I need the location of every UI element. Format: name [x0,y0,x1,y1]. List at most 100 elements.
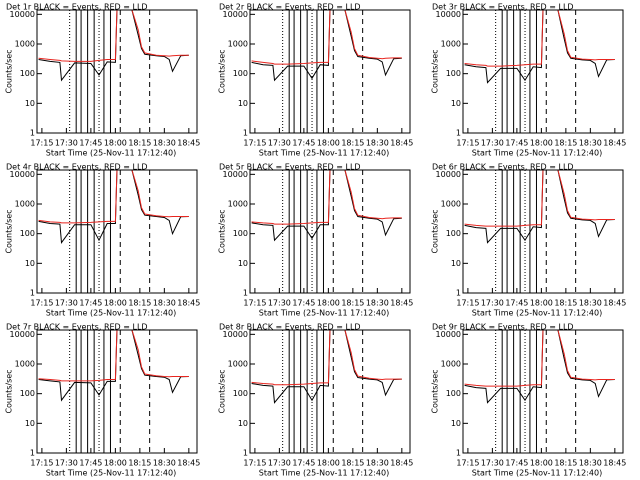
x-tick-label: 17:15 [243,459,266,468]
x-tick-label: 17:45 [505,459,528,468]
chart-title: Det 9r BLACK = Events, RED = LLD [432,323,574,332]
y-tick-label: 1 [456,289,461,298]
y-tick-label: 100 [233,389,248,398]
series-line [38,10,189,82]
y-tick-label: 10 [451,419,461,428]
plot-frame [249,329,411,454]
series-line [464,330,615,387]
y-axis-label: Counts/sec [218,369,227,413]
plot-area [251,10,402,133]
chart-title: Det 3r BLACK = Events, RED = LLD [432,3,574,12]
y-tick-label: 1 [30,289,35,298]
x-tick-label: 17:45 [505,299,528,308]
panel: 1 10 100 1000 10000 17:15 17:30 17:45 18:00 18:15… [5,163,201,318]
chart-title: Det 7r BLACK = Events, RED = LLD [6,323,148,332]
x-tick-label: 17:30 [268,139,291,148]
plot-area [464,10,615,133]
chart-title: Det 4r BLACK = Events, RED = LLD [6,163,148,172]
series-line [38,170,189,244]
y-axis-label: Counts/sec [218,49,227,93]
plot-area [38,170,189,293]
y-tick-label: 1 [243,289,248,298]
y-tick-label: 100 [20,69,35,78]
x-tick-label: 17:45 [505,139,528,148]
y-tick-label: 100 [233,229,248,238]
y-tick-label: 1000 [15,40,35,49]
y-axis-label: Counts/sec [431,369,440,413]
series-line [38,330,189,402]
y-tick-label: 100 [446,69,461,78]
y-tick-label: 1000 [15,200,35,209]
series-line [464,170,615,244]
y-tick-label: 10000 [10,10,35,19]
x-tick-label: 17:15 [30,299,53,308]
y-axis-label: Counts/sec [218,209,227,253]
x-tick-label: 17:15 [30,139,53,148]
y-axis-label: Counts/sec [5,49,14,93]
y-tick-label: 10000 [436,10,461,19]
y-tick-label: 1 [30,449,35,458]
plot-frame [249,169,411,294]
x-tick-label: 17:30 [481,459,504,468]
y-tick-label: 100 [446,389,461,398]
plot-frame [36,169,198,294]
x-tick-label: 18:15 [128,139,151,148]
series-line [38,170,189,224]
y-axis-label: Counts/sec [5,209,14,253]
y-tick-label: 100 [20,389,35,398]
x-tick-label: 18:30 [579,459,602,468]
plot-frame [462,169,624,294]
panel: 1 10 100 1000 10000 17:15 17:30 17:45 18:00 18:15… [431,3,627,158]
x-tick-label: 18:45 [390,459,413,468]
y-tick-label: 10 [451,99,461,108]
chart-title: Det 2r BLACK = Events, RED = LLD [219,3,361,12]
y-tick-label: 10 [238,419,248,428]
y-tick-label: 1000 [15,360,35,369]
series-line [251,170,402,242]
y-tick-label: 10000 [223,330,248,339]
x-tick-label: 18:00 [530,139,553,148]
x-axis-label: Start Time (25-Nov-11 17:12:40) [46,149,176,158]
series-line [251,330,402,404]
x-tick-label: 18:00 [104,459,127,468]
y-tick-label: 10 [25,99,35,108]
y-tick-label: 1 [243,129,248,138]
x-tick-label: 18:45 [177,459,200,468]
y-tick-label: 10000 [436,330,461,339]
chart-title: Det 1r BLACK = Events, RED = LLD [6,3,148,12]
y-tick-label: 10 [25,259,35,268]
y-tick-label: 10 [238,259,248,268]
x-tick-label: 18:15 [554,139,577,148]
x-tick-label: 17:45 [292,459,315,468]
plot-area [251,330,402,453]
y-tick-label: 1000 [441,200,461,209]
x-tick-label: 18:45 [390,139,413,148]
x-tick-label: 18:00 [530,299,553,308]
x-tick-label: 18:15 [128,299,151,308]
x-tick-label: 18:00 [104,139,127,148]
y-tick-label: 1000 [441,360,461,369]
panel: 1 10 100 1000 10000 17:15 17:30 17:45 18:00 18:15… [431,163,627,318]
x-tick-label: 18:15 [128,459,151,468]
plot-area [464,330,615,453]
x-tick-label: 17:30 [268,299,291,308]
x-tick-label: 17:45 [292,299,315,308]
x-tick-label: 18:00 [530,459,553,468]
x-tick-label: 18:45 [603,299,626,308]
y-tick-label: 10000 [10,170,35,179]
plot-area [38,330,189,453]
y-tick-label: 100 [233,69,248,78]
y-tick-label: 10000 [223,10,248,19]
series-line [251,170,402,225]
x-tick-label: 18:00 [317,299,340,308]
y-tick-label: 1 [243,449,248,458]
x-axis-label: Start Time (25-Nov-11 17:12:40) [259,309,389,318]
x-tick-label: 18:45 [603,459,626,468]
plot-frame [462,9,624,134]
x-tick-label: 17:15 [456,299,479,308]
x-axis-label: Start Time (25-Nov-11 17:12:40) [259,469,389,478]
x-tick-label: 17:15 [30,459,53,468]
x-tick-label: 17:30 [55,139,78,148]
panel: 1 10 100 1000 10000 17:15 17:30 17:45 18:00 18:15… [218,3,414,158]
